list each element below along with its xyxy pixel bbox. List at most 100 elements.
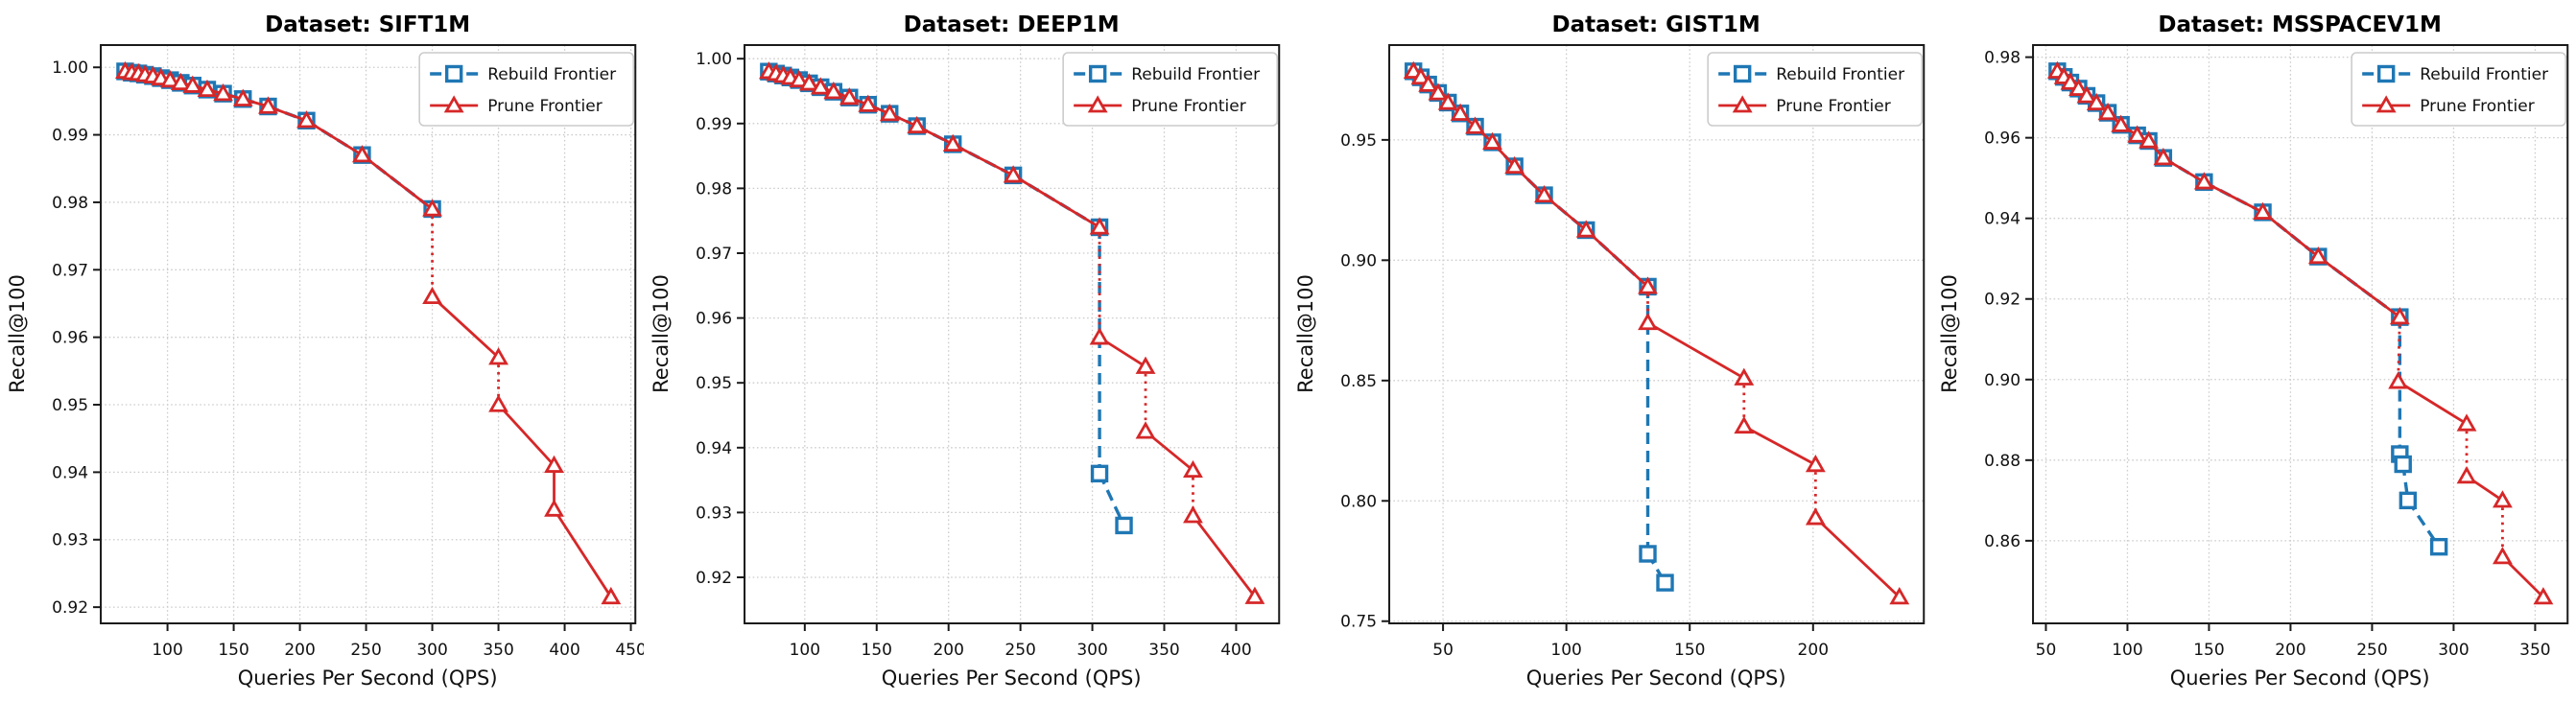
svg-text:0.90: 0.90 <box>1984 371 2021 390</box>
svg-text:150: 150 <box>1673 641 1704 660</box>
legend-label-rebuild: Rebuild Frontier <box>1131 65 1260 84</box>
y-axis-label: Recall@100 <box>1294 274 1317 393</box>
svg-text:0.97: 0.97 <box>52 261 88 280</box>
svg-text:0.92: 0.92 <box>52 598 88 618</box>
svg-text:450: 450 <box>615 641 644 660</box>
legend-box <box>1062 52 1279 127</box>
svg-text:200: 200 <box>284 641 315 660</box>
chart-title: Dataset: DEEP1M <box>904 12 1120 37</box>
triangle-marker-icon <box>443 95 464 113</box>
svg-text:0.92: 0.92 <box>1984 291 2021 310</box>
legend-label-prune: Prune Frontier <box>2420 97 2535 116</box>
chart-panel-msspacev1m: 50 100 150 200 250 300 350 0.86 0.88 0.90 0.92 0.94… <box>1932 0 2576 702</box>
svg-text:0.96: 0.96 <box>52 329 88 348</box>
legend-label-prune: Prune Frontier <box>1776 97 1891 116</box>
svg-text:150: 150 <box>2193 641 2224 660</box>
svg-text:0.94: 0.94 <box>1984 210 2021 229</box>
plot-area: 50 100 150 200 0.75 0.80 0.85 0.90 0.95 <box>1340 44 1925 660</box>
svg-text:250: 250 <box>1005 641 1036 660</box>
svg-text:400: 400 <box>1220 641 1251 660</box>
chart-panel-gist1m: 50 100 150 200 0.75 0.80 0.85 0.90 0.95 Dataset:… <box>1288 0 1932 702</box>
svg-text:0.94: 0.94 <box>696 439 732 458</box>
square-marker-icon <box>1733 64 1751 83</box>
svg-text:300: 300 <box>2438 641 2469 660</box>
chart-panel-sift1m: 100 150 200 250 300 350 400 450 0.92 0.93 0.94 0.95… <box>0 0 644 702</box>
x-axis-label: Queries Per Second (QPS) <box>238 667 498 690</box>
svg-text:0.80: 0.80 <box>1340 492 1377 511</box>
plot-area: 100 150 200 250 300 350 400 450 0.92 0.93 0.94 0.95… <box>52 44 644 660</box>
svg-text:0.93: 0.93 <box>696 503 732 523</box>
svg-text:100: 100 <box>152 641 182 660</box>
x-axis-label: Queries Per Second (QPS) <box>1525 667 1785 690</box>
chart-svg-sift1m: 100 150 200 250 300 350 400 450 0.92 0.93 0.94 0.95… <box>6 12 644 690</box>
svg-text:0.98: 0.98 <box>52 194 88 213</box>
chart-title: Dataset: GIST1M <box>1551 12 1760 37</box>
svg-text:150: 150 <box>218 641 248 660</box>
svg-text:350: 350 <box>1149 641 1180 660</box>
plot-area: 100 150 200 250 300 350 400 0.92 0.93 0.94 0.95 0.9… <box>696 44 1281 660</box>
svg-text:50: 50 <box>1432 641 1453 660</box>
svg-text:200: 200 <box>934 641 964 660</box>
legend-label-prune: Prune Frontier <box>487 97 603 116</box>
svg-text:1.00: 1.00 <box>52 58 88 78</box>
triangle-marker-icon <box>1087 95 1108 113</box>
legend: Rebuild Frontier Prune Frontier <box>2351 52 2566 127</box>
x-axis-label: Queries Per Second (QPS) <box>882 667 1142 690</box>
svg-text:250: 250 <box>350 641 381 660</box>
svg-text:200: 200 <box>1797 641 1828 660</box>
svg-text:0.98: 0.98 <box>1984 49 2021 68</box>
square-marker-icon <box>2376 64 2396 83</box>
svg-text:0.96: 0.96 <box>696 310 732 329</box>
svg-text:100: 100 <box>2112 641 2142 660</box>
legend: Rebuild Frontier Prune Frontier <box>1706 52 1923 127</box>
y-axis-label: Recall@100 <box>6 274 29 393</box>
svg-text:0.75: 0.75 <box>1340 613 1377 632</box>
svg-text:0.94: 0.94 <box>52 463 88 482</box>
chart-svg-gist1m: 50 100 150 200 0.75 0.80 0.85 0.90 0.95 Dataset:… <box>1294 12 1925 690</box>
svg-text:100: 100 <box>790 641 820 660</box>
svg-text:350: 350 <box>483 641 513 660</box>
legend-label-rebuild: Rebuild Frontier <box>487 65 616 84</box>
svg-text:300: 300 <box>416 641 447 660</box>
svg-text:0.92: 0.92 <box>696 569 732 588</box>
svg-text:350: 350 <box>2519 641 2550 660</box>
chart-title: Dataset: SIFT1M <box>265 12 470 37</box>
svg-text:150: 150 <box>862 641 892 660</box>
square-marker-icon <box>444 64 463 83</box>
chart-panel-deep1m: 100 150 200 250 300 350 400 0.92 0.93 0.94 0.95 0.9… <box>644 0 1288 702</box>
x-axis-label: Queries Per Second (QPS) <box>2169 667 2429 690</box>
svg-text:0.85: 0.85 <box>1340 372 1377 391</box>
chart-svg-deep1m: 100 150 200 250 300 350 400 0.92 0.93 0.94 0.95 0.9… <box>650 12 1281 690</box>
legend-box <box>2351 52 2566 127</box>
svg-text:1.00: 1.00 <box>696 50 732 69</box>
svg-text:200: 200 <box>2275 641 2305 660</box>
legend-label-rebuild: Rebuild Frontier <box>1776 65 1904 84</box>
svg-text:250: 250 <box>2356 641 2387 660</box>
svg-text:0.96: 0.96 <box>1984 129 2021 149</box>
svg-text:0.95: 0.95 <box>1340 131 1377 151</box>
legend: Rebuild Frontier Prune Frontier <box>418 52 635 127</box>
svg-text:300: 300 <box>1077 641 1108 660</box>
square-marker-icon <box>1089 64 1107 83</box>
triangle-marker-icon <box>1732 95 1753 113</box>
svg-text:0.86: 0.86 <box>1984 532 2021 551</box>
legend: Rebuild Frontier Prune Frontier <box>1062 52 1279 127</box>
svg-text:0.95: 0.95 <box>696 374 732 393</box>
svg-text:0.99: 0.99 <box>52 127 88 146</box>
svg-text:0.97: 0.97 <box>696 245 732 264</box>
svg-text:0.90: 0.90 <box>1340 251 1377 270</box>
y-axis-label: Recall@100 <box>1938 274 1961 393</box>
chart-title: Dataset: MSSPACEV1M <box>2158 12 2441 37</box>
chart-svg-msspacev1m: 50 100 150 200 250 300 350 0.86 0.88 0.90 0.92 0.94… <box>1938 12 2568 690</box>
svg-text:0.98: 0.98 <box>696 179 732 199</box>
legend-box <box>1706 52 1923 127</box>
svg-text:0.99: 0.99 <box>696 115 732 134</box>
svg-text:0.95: 0.95 <box>52 396 88 415</box>
svg-text:0.88: 0.88 <box>1984 452 2021 471</box>
svg-text:0.93: 0.93 <box>52 531 88 550</box>
y-axis-label: Recall@100 <box>650 274 673 393</box>
svg-text:100: 100 <box>1550 641 1581 660</box>
svg-text:50: 50 <box>2035 641 2056 660</box>
svg-text:400: 400 <box>549 641 579 660</box>
